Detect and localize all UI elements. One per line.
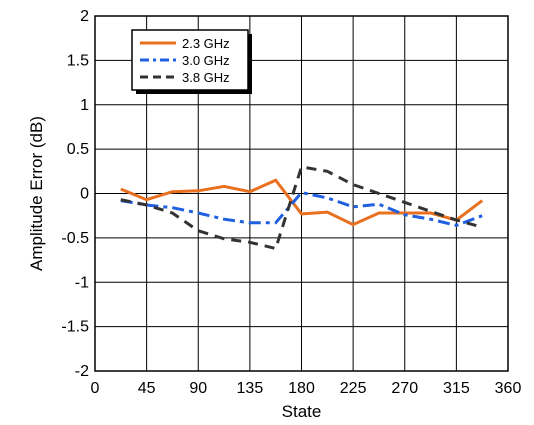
y-tick-label: 0.5 bbox=[67, 141, 89, 158]
legend: 2.3 GHz 3.0 GHz 3.8 GHz bbox=[131, 29, 252, 94]
x-tick-label: 90 bbox=[189, 380, 207, 397]
y-tick-label: 1.5 bbox=[67, 52, 89, 69]
legend-label: 2.3 GHz bbox=[182, 36, 230, 51]
y-tick-label: -0.5 bbox=[61, 230, 89, 247]
x-tick-label: 135 bbox=[237, 380, 264, 397]
y-tick-label: -1 bbox=[75, 274, 89, 291]
legend-items: 2.3 GHz 3.0 GHz 3.8 GHz bbox=[140, 36, 230, 85]
x-tick-label: 270 bbox=[391, 380, 418, 397]
y-tick-label: 1 bbox=[80, 97, 89, 114]
y-tick-label: -1.5 bbox=[61, 319, 89, 336]
y-tick-labels: -2 -1.5 -1 -0.5 0 0.5 1 1.5 2 bbox=[61, 8, 89, 380]
x-tick-label: 45 bbox=[138, 380, 156, 397]
y-axis-label: Amplitude Error (dB) bbox=[27, 116, 46, 271]
y-tick-label: 0 bbox=[80, 186, 89, 203]
legend-label: 3.8 GHz bbox=[182, 70, 230, 85]
x-tick-label: 180 bbox=[288, 380, 315, 397]
series-lines bbox=[120, 165, 484, 251]
x-tick-label: 360 bbox=[495, 380, 522, 397]
series-line-2-3-ghz bbox=[120, 178, 484, 227]
x-tick-label: 315 bbox=[443, 380, 470, 397]
series-line-3-0-ghz bbox=[120, 190, 483, 227]
x-tick-labels: 0 45 90 135 180 225 270 315 360 bbox=[91, 380, 522, 397]
x-axis-label: State bbox=[282, 402, 322, 421]
x-tick-label: 0 bbox=[91, 380, 100, 397]
legend-label: 3.0 GHz bbox=[182, 53, 230, 68]
x-tick-label: 225 bbox=[340, 380, 367, 397]
series-line-3-8-ghz bbox=[120, 165, 483, 251]
plot-frame bbox=[94, 15, 509, 372]
y-tick-label: -2 bbox=[75, 363, 89, 380]
y-tick-label: 2 bbox=[80, 8, 89, 25]
legend-box bbox=[131, 29, 249, 91]
